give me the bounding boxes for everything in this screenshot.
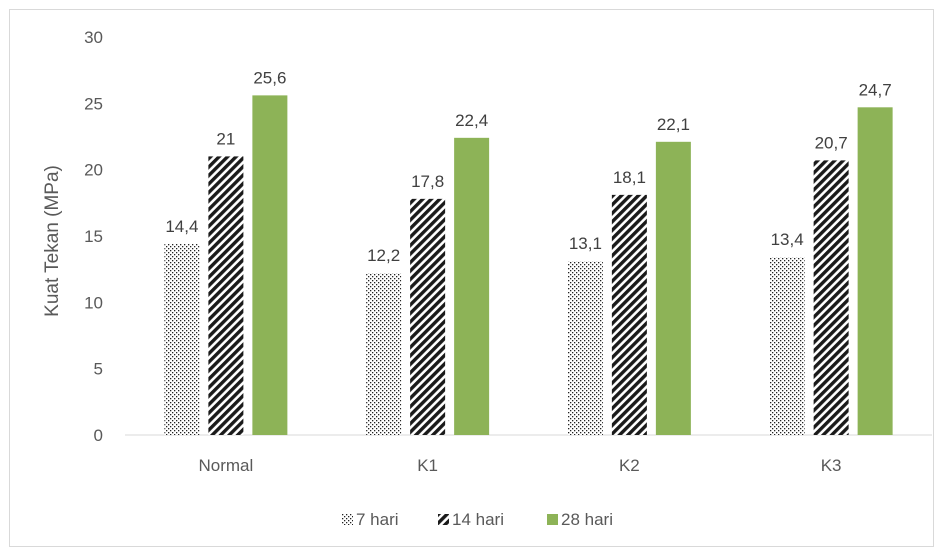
y-axis-title: Kuat Tekan (MPa) (42, 165, 63, 317)
y-tick-label: 5 (94, 360, 103, 379)
data-label: 17,8 (411, 172, 444, 191)
data-labels-group: 14,4 21 25,6 12,2 17,8 22,4 13,1 18,1 22,1 13,4 20… (165, 68, 891, 265)
legend-swatch (547, 514, 558, 525)
bar-14-hari-k2 (611, 194, 647, 435)
bar-28-hari-k2 (655, 141, 691, 435)
bar-7-hari-k1 (366, 273, 402, 435)
data-label: 12,2 (367, 246, 400, 265)
legend: 7 hari 14 hari 28 hari (342, 510, 613, 529)
data-label: 20,7 (815, 133, 848, 152)
legend-swatch (438, 514, 449, 525)
x-axis-ticks: Normal K1 K2 K3 (198, 456, 841, 475)
legend-label: 14 hari (452, 510, 504, 529)
y-tick-label: 10 (84, 293, 103, 312)
legend-swatch (342, 514, 353, 525)
y-tick-label: 30 (84, 28, 103, 47)
bars-group (164, 95, 893, 436)
data-label: 25,6 (253, 68, 286, 87)
y-tick-label: 25 (84, 94, 103, 113)
data-label: 13,1 (569, 234, 602, 253)
bar-7-hari-k2 (567, 261, 603, 435)
bar-14-hari-k1 (410, 198, 446, 435)
data-label: 21 (216, 129, 235, 148)
y-tick-label: 0 (94, 426, 103, 445)
bar-7-hari-k3 (769, 257, 805, 435)
bar-14-hari-normal (208, 156, 244, 435)
x-tick-label: K2 (619, 456, 640, 475)
y-tick-label: 20 (84, 161, 103, 180)
bar-28-hari-normal (252, 95, 288, 435)
data-label: 22,4 (455, 111, 488, 130)
data-label: 24,7 (859, 80, 892, 99)
data-label: 22,1 (657, 115, 690, 134)
x-tick-label: K3 (821, 456, 842, 475)
y-tick-label: 15 (84, 227, 103, 246)
legend-label: 7 hari (356, 510, 399, 529)
bar-28-hari-k1 (454, 137, 490, 435)
data-label: 14,4 (165, 217, 198, 236)
data-label: 13,4 (771, 230, 804, 249)
x-tick-label: K1 (417, 456, 438, 475)
data-label: 18,1 (613, 168, 646, 187)
bar-14-hari-k3 (813, 160, 849, 435)
bar-7-hari-normal (164, 243, 200, 435)
x-tick-label: Normal (198, 456, 253, 475)
bar-28-hari-k3 (857, 107, 893, 436)
y-axis-ticks: 0 5 10 15 20 25 30 (84, 28, 103, 445)
legend-label: 28 hari (561, 510, 613, 529)
